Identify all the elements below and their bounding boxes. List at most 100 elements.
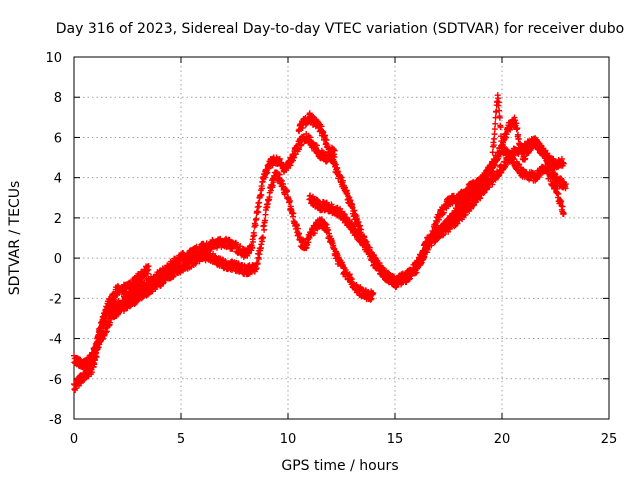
x-tick-label: 0 [70, 432, 78, 447]
x-tick-label: 10 [280, 432, 297, 447]
data-point [477, 195, 484, 202]
data-point [516, 161, 523, 168]
data-point [358, 226, 365, 233]
x-tick-label: 15 [387, 432, 404, 447]
data-point [286, 197, 293, 204]
data-point [235, 260, 242, 267]
data-point [491, 131, 498, 138]
data-point [305, 239, 312, 246]
data-point [294, 225, 301, 232]
data-point [103, 328, 110, 335]
data-point [555, 191, 562, 198]
data-point [406, 275, 413, 282]
data-point [323, 199, 330, 206]
y-tick-labels: -8 -6 -4 -2 0 2 4 6 8 10 [45, 51, 62, 428]
data-point [293, 222, 300, 229]
data-point [368, 295, 375, 302]
data-point [318, 123, 325, 130]
data-point [253, 265, 260, 272]
data-point [512, 117, 519, 124]
data-point [490, 142, 497, 149]
data-point [480, 183, 487, 190]
data-point [298, 141, 305, 148]
series-track-d [295, 110, 569, 290]
data-point [311, 230, 318, 237]
y-tick-label: -6 [49, 373, 62, 388]
y-tick-label: 4 [54, 172, 62, 187]
data-point [495, 99, 502, 106]
data-point [114, 311, 121, 318]
data-point [258, 185, 265, 192]
data-point [322, 220, 329, 227]
data-point [102, 315, 109, 322]
data-point [443, 205, 450, 212]
grid [74, 57, 609, 419]
data-point [261, 174, 268, 181]
data-point [376, 260, 383, 267]
data-point [91, 361, 98, 368]
data-point [313, 142, 320, 149]
data-point [493, 108, 500, 115]
data-point [562, 181, 569, 188]
y-tick-label: 2 [54, 212, 62, 227]
data-point [266, 165, 273, 172]
data-point [254, 260, 261, 267]
data-point [380, 268, 387, 275]
data-point [492, 120, 499, 127]
data-point [355, 219, 362, 226]
data-point [393, 283, 400, 290]
data-point [346, 217, 353, 224]
data-point [551, 179, 558, 186]
data-point [344, 190, 351, 197]
data-point [496, 114, 503, 121]
data-point [250, 238, 257, 245]
data-point [497, 124, 504, 131]
data-point [514, 125, 521, 132]
data-point [270, 179, 277, 186]
data-point [262, 217, 269, 224]
data-point [334, 168, 341, 175]
data-point [267, 187, 274, 194]
data-point [229, 245, 236, 252]
data-point [222, 258, 229, 265]
x-tick-label: 25 [601, 432, 618, 447]
data-point [477, 187, 484, 194]
data-point [438, 230, 445, 237]
data-point [325, 146, 332, 153]
data-point [414, 263, 421, 270]
data-point [276, 171, 283, 178]
data-point [497, 151, 504, 158]
data-point [351, 207, 358, 214]
data-point [346, 271, 353, 278]
data-point [559, 203, 566, 210]
data-point [518, 142, 525, 149]
data-point [251, 232, 258, 239]
data-point [443, 225, 450, 232]
data-point [260, 234, 267, 241]
data-point [93, 353, 100, 360]
data-point [304, 241, 311, 248]
data-point [99, 336, 106, 343]
data-point [253, 215, 260, 222]
data-point [511, 114, 518, 121]
data-points [71, 92, 569, 394]
series-track-f [413, 92, 567, 276]
data-point [560, 211, 567, 218]
data-point [255, 209, 262, 216]
data-point [489, 149, 496, 156]
data-point [454, 220, 461, 227]
data-point [145, 263, 152, 270]
data-point [338, 174, 345, 181]
data-point [496, 107, 503, 114]
data-point [256, 251, 263, 258]
data-point [332, 161, 339, 168]
data-point [488, 167, 495, 174]
data-point [323, 137, 330, 144]
data-point [351, 223, 358, 230]
data-point [485, 175, 492, 182]
data-point [472, 192, 479, 199]
data-point [405, 276, 412, 283]
data-point [92, 357, 99, 364]
data-point [495, 95, 502, 102]
